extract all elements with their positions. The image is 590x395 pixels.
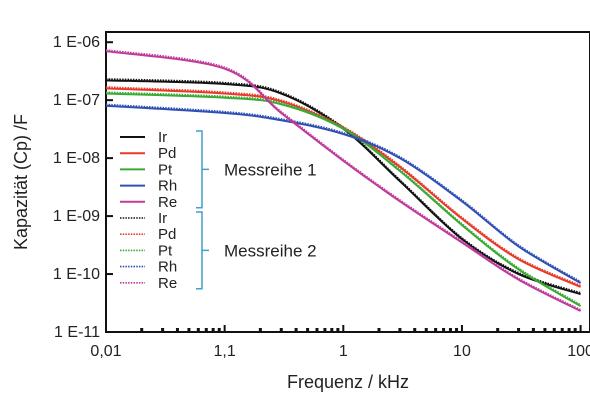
x-minor-tick (294, 328, 298, 332)
legend-label-rh-2: Rh (158, 259, 177, 276)
x-minor-tick (161, 328, 165, 332)
x-minor-tick (258, 328, 262, 332)
y-axis: 1 E-06 1 E-07 1 E-08 1 E-09 1 E-10 1 E-11 (53, 34, 113, 341)
series-line-ir-run1 (105, 79, 581, 296)
x-minor-tick (448, 328, 452, 332)
x-minor-tick (377, 328, 381, 332)
series-line-rh-run2 (105, 103, 581, 283)
y-tick-label-3: 1 E-09 (53, 208, 100, 225)
x-minor-tick (323, 328, 327, 332)
x-minor-tick (336, 328, 340, 332)
x-minor-tick (560, 328, 564, 332)
series-line-pt-run2 (105, 91, 581, 306)
series-line-re-run2 (105, 49, 581, 311)
x-minor-tick (187, 328, 191, 332)
legend-label-pd-1: Pd (158, 145, 176, 162)
x-minor-tick (496, 328, 500, 332)
x-tick-label-1: 1,1 (214, 343, 236, 360)
x-minor-tick (455, 328, 459, 332)
legend-label-pd-2: Pd (158, 226, 176, 243)
legend-bracket-1 (196, 130, 209, 209)
legend-label-pt-2: Pt (158, 242, 173, 259)
x-minor-tick (330, 328, 334, 332)
legend-group-label-1: Messreihe 1 (224, 160, 317, 179)
legend-bracket-2 (196, 211, 209, 290)
x-minor-tick (573, 328, 577, 332)
x-minor-tick (413, 328, 417, 332)
x-tick-label-0: 0,01 (90, 343, 121, 360)
y-tick-label-0: 1 E-06 (53, 34, 100, 51)
x-tick-label-2: 1 (339, 343, 348, 360)
legend-label-pt-1: Pt (158, 161, 173, 178)
series-line-pd-run1 (105, 87, 582, 288)
plot-area-frame (105, 31, 590, 333)
x-minor-tick (531, 328, 535, 332)
series-line-ir-run2 (105, 78, 581, 294)
series-line-pt-run1 (105, 92, 582, 307)
x-minor-tick (567, 328, 571, 332)
series-line-re-run1 (105, 50, 582, 312)
x-minor-tick (175, 328, 179, 332)
y-tick-label-1: 1 E-07 (53, 92, 100, 109)
x-minor-tick (434, 328, 438, 332)
series-line-rh-run1 (105, 104, 582, 284)
x-minor-tick (279, 328, 283, 332)
x-minor-tick (196, 328, 200, 332)
legend-label-ir-1: Ir (158, 129, 167, 146)
y-tick-label-4: 1 E-10 (53, 266, 100, 283)
x-minor-tick (552, 328, 556, 332)
legend-group-label-2: Messreihe 2 (224, 241, 317, 260)
series-line-pd-run2 (105, 86, 581, 287)
x-minor-tick (140, 328, 144, 332)
legend-label-re-1: Re (158, 194, 177, 211)
x-minor-tick (543, 328, 547, 332)
series-layer (105, 49, 582, 312)
legend-label-rh-1: Rh (158, 178, 177, 195)
x-axis: 0,01 1,1 1 10 100 (90, 325, 590, 360)
x-minor-tick (204, 328, 208, 332)
x-tick-label-3: 10 (453, 343, 471, 360)
x-minor-tick (442, 328, 446, 332)
x-minor-tick (517, 328, 521, 332)
y-tick-label-2: 1 E-08 (53, 150, 100, 167)
x-minor-tick (424, 328, 428, 332)
legend-label-ir-2: Ir (158, 210, 167, 227)
x-axis-title: Frequenz / kHz (287, 372, 409, 392)
x-tick-label-4: 100 (567, 343, 590, 360)
x-minor-tick (398, 328, 402, 332)
x-minor-tick (315, 328, 319, 332)
legend-label-re-2: Re (158, 275, 177, 292)
x-minor-tick (306, 328, 310, 332)
y-tick-label-5: 1 E-11 (54, 324, 100, 341)
y-axis-title: Kapazität (Cp) /F (11, 114, 31, 250)
x-minor-tick (211, 328, 215, 332)
x-minor-tick (217, 328, 221, 332)
